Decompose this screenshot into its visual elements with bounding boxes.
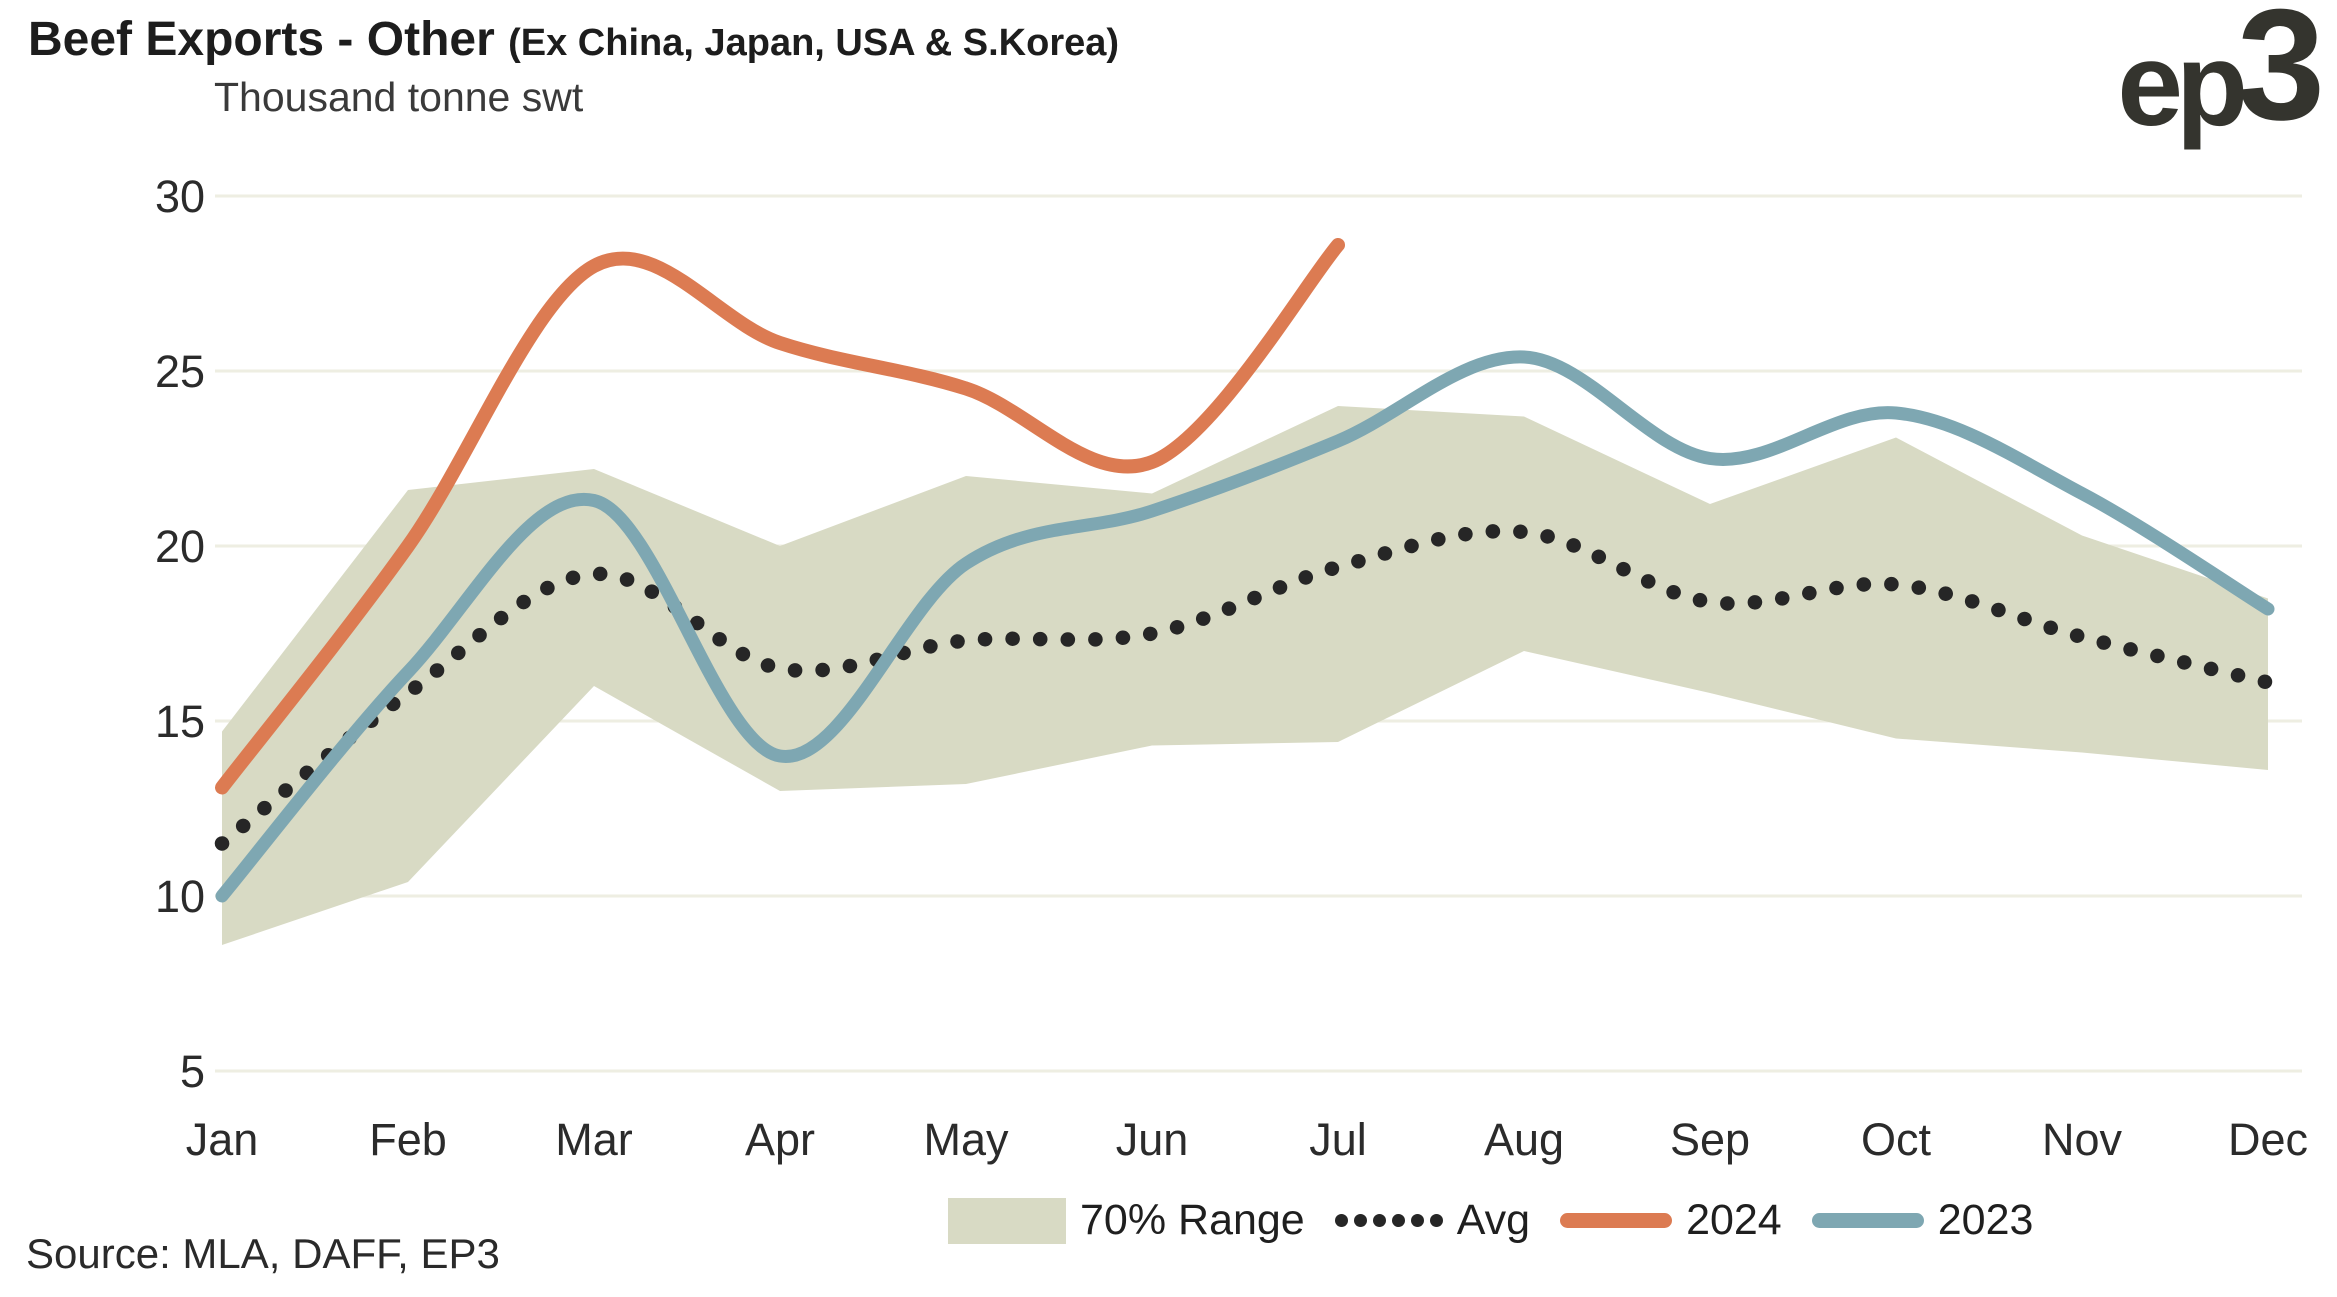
legend-label-2024: 2024 xyxy=(1686,1196,1782,1245)
x-tick-jun: Jun xyxy=(1116,1114,1189,1165)
y-axis-labels: 30 25 20 15 10 5 xyxy=(155,171,205,1097)
y-tick-5: 5 xyxy=(180,1046,205,1097)
x-tick-jul: Jul xyxy=(1309,1114,1367,1165)
band-70-range xyxy=(222,406,2268,945)
x-tick-oct: Oct xyxy=(1861,1114,1932,1165)
legend-item-2023: 2023 xyxy=(1812,1196,2034,1245)
legend-line-2024 xyxy=(1560,1213,1672,1228)
y-tick-25: 25 xyxy=(155,346,205,397)
x-tick-sep: Sep xyxy=(1670,1114,1750,1165)
chart-svg: 30 25 20 15 10 5 Jan Feb Mar Apr May Jun… xyxy=(0,0,2337,1297)
legend-item-avg: Avg xyxy=(1335,1196,1530,1245)
x-tick-mar: Mar xyxy=(555,1114,633,1165)
y-tick-10: 10 xyxy=(155,871,205,922)
x-axis-labels: Jan Feb Mar Apr May Jun Jul Aug Sep Oct … xyxy=(186,1114,2308,1165)
x-tick-feb: Feb xyxy=(369,1114,447,1165)
legend-label-70-range: 70% Range xyxy=(1080,1196,1305,1245)
legend-label-2023: 2023 xyxy=(1938,1196,2034,1245)
x-tick-dec: Dec xyxy=(2228,1114,2308,1165)
source-note: Source: MLA, DAFF, EP3 xyxy=(26,1230,500,1278)
x-tick-nov: Nov xyxy=(2042,1114,2123,1165)
x-tick-apr: Apr xyxy=(745,1114,815,1165)
legend-swatch-70-range xyxy=(948,1198,1066,1244)
legend-dotted-sample xyxy=(1335,1214,1443,1227)
x-tick-jan: Jan xyxy=(186,1114,259,1165)
y-tick-30: 30 xyxy=(155,171,205,222)
legend: 70% Range Avg 2024 2023 xyxy=(948,1196,2033,1245)
x-tick-aug: Aug xyxy=(1484,1114,1564,1165)
chart-page: Beef Exports - Other (Ex China, Japan, U… xyxy=(0,0,2337,1297)
legend-item-2024: 2024 xyxy=(1560,1196,1782,1245)
legend-label-avg: Avg xyxy=(1457,1196,1530,1245)
legend-line-2023 xyxy=(1812,1213,1924,1228)
legend-item-70-range: 70% Range xyxy=(948,1196,1305,1245)
y-tick-20: 20 xyxy=(155,521,205,572)
x-tick-may: May xyxy=(923,1114,1009,1165)
y-tick-15: 15 xyxy=(155,696,205,747)
